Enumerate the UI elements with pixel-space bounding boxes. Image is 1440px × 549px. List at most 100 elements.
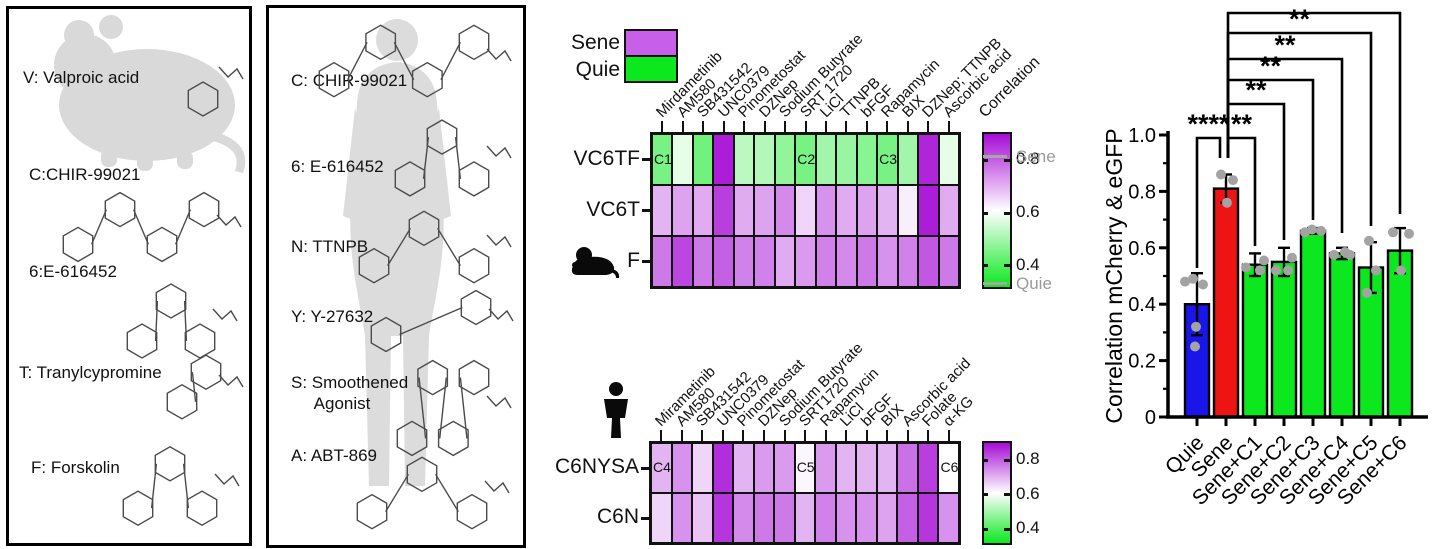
heatmap-cell bbox=[733, 236, 755, 287]
heatmap-cell bbox=[836, 134, 857, 185]
heatmap-cell bbox=[918, 236, 939, 287]
compound-label-abt869: A: ABT-869 bbox=[291, 446, 377, 465]
heatmap-cell bbox=[856, 443, 877, 493]
heatmap-cell bbox=[652, 236, 673, 287]
cell-annotation: C2 bbox=[797, 150, 816, 167]
heatmap-cell bbox=[897, 443, 918, 493]
compound-label-valproic-acid: V: Valproic acid bbox=[23, 68, 140, 87]
condition-legend: Sene Quie bbox=[556, 29, 678, 83]
heatmap-cell bbox=[897, 236, 919, 287]
heatmap bbox=[649, 441, 961, 545]
colorbar-tick bbox=[982, 493, 988, 497]
column-tick bbox=[701, 430, 704, 441]
column-tick bbox=[722, 121, 725, 132]
heatmap-cell bbox=[856, 493, 877, 543]
column-tick bbox=[886, 121, 889, 132]
colorbar-marker-line bbox=[983, 154, 1007, 158]
colorbar-marker-label: Sene bbox=[1016, 147, 1056, 167]
chemical-structure bbox=[370, 290, 514, 352]
legend-label-sene: Sene bbox=[570, 30, 620, 54]
heatmap-cell bbox=[897, 185, 919, 236]
heatmap-cell bbox=[774, 134, 796, 185]
bar-Sene+C4 bbox=[1328, 252, 1356, 419]
data-point bbox=[1216, 169, 1226, 180]
column-tick bbox=[927, 121, 930, 132]
heatmap-cell bbox=[753, 493, 775, 543]
human-compound-panel: C: CHIR-99021 6: E-616452 N: TTNPB Y: Y-… bbox=[266, 5, 526, 548]
heatmap-cell bbox=[651, 443, 672, 493]
heatmap-cell bbox=[652, 134, 673, 185]
column-tick bbox=[886, 430, 889, 441]
row-tick bbox=[641, 466, 649, 470]
heatmap-cell bbox=[671, 493, 693, 543]
heatmap-cell bbox=[938, 493, 959, 543]
data-point bbox=[1259, 255, 1269, 266]
heatmap-cell bbox=[835, 443, 857, 493]
compound-label-ttnpb: N: TTNPB bbox=[291, 237, 369, 256]
column-tick bbox=[721, 430, 724, 441]
data-point bbox=[1190, 341, 1200, 352]
bar-Sene bbox=[1212, 187, 1240, 419]
column-tick bbox=[763, 121, 766, 132]
heatmap-cell bbox=[774, 236, 796, 287]
column-tick bbox=[743, 121, 746, 132]
heatmap-cell bbox=[835, 493, 857, 543]
heatmap-cell bbox=[897, 134, 919, 185]
data-point bbox=[1228, 175, 1238, 186]
heatmap-cell bbox=[672, 185, 693, 236]
bar-Sene+C3 bbox=[1299, 229, 1327, 419]
colorbar-marker-line bbox=[983, 281, 1007, 285]
heatmap-cell bbox=[876, 443, 898, 493]
heatmap-cell bbox=[692, 443, 713, 493]
data-point bbox=[1362, 287, 1372, 298]
compound-label-chir99021: C:CHIR-99021 bbox=[29, 165, 141, 184]
data-point bbox=[1364, 235, 1374, 246]
chemical-structure bbox=[394, 119, 512, 197]
chemical-structure bbox=[358, 210, 512, 284]
heatmap-cell bbox=[876, 493, 898, 543]
colorbar-tick-label: 0.4 bbox=[1016, 254, 1040, 274]
chemical-structure bbox=[62, 191, 242, 263]
column-tick bbox=[906, 121, 909, 132]
colorbar-tick bbox=[1004, 458, 1010, 462]
column-tick bbox=[865, 121, 868, 132]
significance-bracket bbox=[1226, 78, 1315, 220]
data-point bbox=[1222, 197, 1232, 208]
data-point bbox=[1283, 265, 1293, 276]
colorbar bbox=[982, 132, 1012, 289]
compound-label-forskolin: F: Forskolin bbox=[31, 458, 120, 477]
significance-stars: ** bbox=[1231, 109, 1253, 139]
mouse-icon bbox=[571, 247, 620, 278]
data-point bbox=[1255, 265, 1265, 276]
heatmap-cell bbox=[672, 236, 693, 287]
heatmap-cell bbox=[774, 443, 795, 493]
heatmap-cell bbox=[795, 236, 816, 287]
column-tick bbox=[784, 121, 786, 132]
column-tick bbox=[947, 430, 950, 441]
column-tick bbox=[824, 430, 827, 441]
heatmap-cell bbox=[713, 236, 734, 287]
y-tick-label: 1.0 bbox=[1128, 125, 1156, 147]
colorbar-tick-label: 0.8 bbox=[1016, 449, 1040, 469]
chemical-structure bbox=[122, 445, 240, 527]
colorbar-tick bbox=[982, 158, 988, 162]
heatmap-cell bbox=[815, 236, 837, 287]
colorbar-tick-label: 0.4 bbox=[1016, 518, 1040, 538]
row-label: F bbox=[627, 248, 640, 272]
colorbar-tick bbox=[1004, 211, 1010, 215]
y-tick-label: 0.2 bbox=[1128, 351, 1156, 373]
heatmap-cell bbox=[754, 134, 775, 185]
heatmap-cell bbox=[938, 185, 959, 236]
significance-stars: ** bbox=[1289, 4, 1311, 34]
heatmap-cell bbox=[733, 493, 754, 543]
y-tick-label: 0.6 bbox=[1128, 238, 1156, 260]
cell-annotation: C4 bbox=[653, 459, 671, 475]
data-point bbox=[1287, 252, 1297, 263]
data-point bbox=[1329, 249, 1339, 260]
heatmap-cell bbox=[877, 185, 898, 236]
row-tick bbox=[641, 516, 649, 520]
column-tick bbox=[680, 430, 683, 441]
heatmap-cell bbox=[774, 493, 795, 543]
heatmap-cell bbox=[692, 185, 714, 236]
